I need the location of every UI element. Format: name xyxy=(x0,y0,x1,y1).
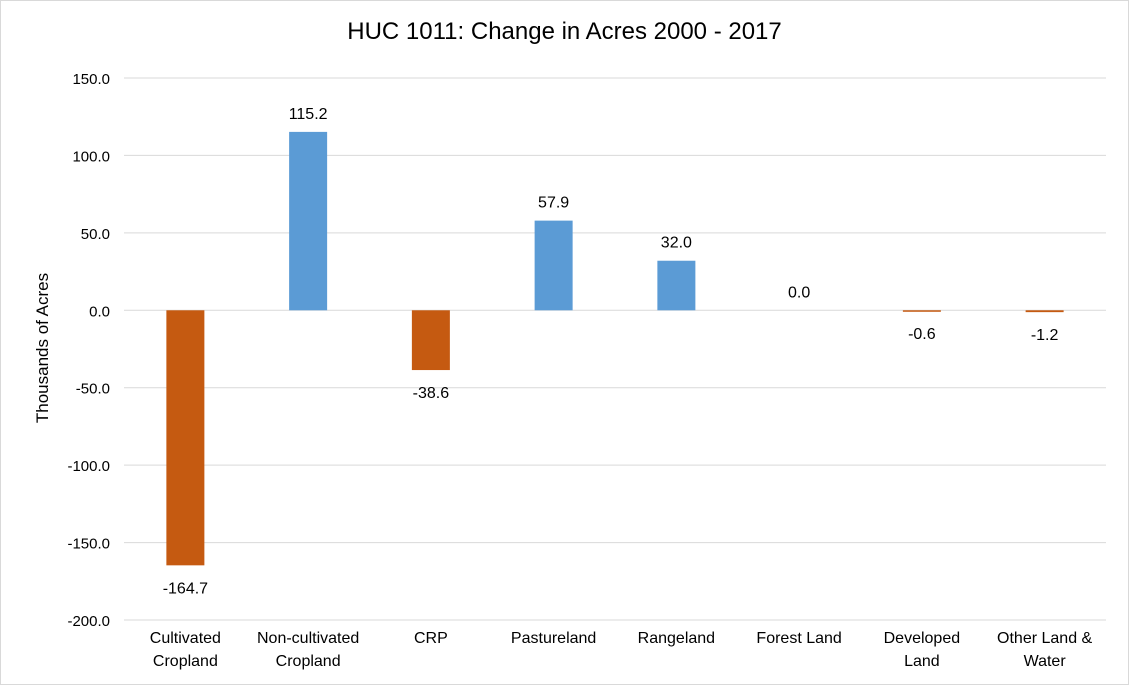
x-tick-label: Non-cultivated xyxy=(257,630,359,647)
x-tick-label: Rangeland xyxy=(638,630,715,647)
x-tick-label: Water xyxy=(1024,653,1067,670)
x-tick-label: Cropland xyxy=(276,653,341,670)
data-label: 57.9 xyxy=(538,195,569,212)
data-label: 32.0 xyxy=(661,235,692,252)
data-label: -0.6 xyxy=(908,326,936,343)
x-tick-label: Forest Land xyxy=(756,630,841,647)
y-tick-label: 50.0 xyxy=(81,226,110,243)
x-tick-label: Cropland xyxy=(153,653,218,670)
bar xyxy=(166,310,205,566)
y-tick-label: 100.0 xyxy=(72,148,110,165)
bar xyxy=(902,310,941,312)
data-label: -38.6 xyxy=(413,385,450,402)
x-tick-label: Other Land & xyxy=(997,630,1093,647)
x-tick-label: Pastureland xyxy=(511,630,596,647)
y-tick-label: -100.0 xyxy=(67,458,110,475)
y-tick-label: -200.0 xyxy=(67,613,110,630)
x-tick-label: Cultivated xyxy=(150,630,221,647)
bar xyxy=(534,220,573,311)
bar xyxy=(411,310,450,371)
y-tick-label: -50.0 xyxy=(76,381,110,398)
bar xyxy=(657,260,696,311)
data-label: 115.2 xyxy=(289,106,328,123)
x-tick-label: Developed xyxy=(884,630,961,647)
x-tick-label: Land xyxy=(904,653,940,670)
bar xyxy=(289,131,328,311)
y-tick-label: 150.0 xyxy=(72,71,110,88)
bar xyxy=(1025,310,1064,313)
x-tick-label: CRP xyxy=(414,630,448,647)
chart-title: HUC 1011: Change in Acres 2000 - 2017 xyxy=(347,18,782,45)
data-label: 0.0 xyxy=(788,284,810,301)
data-label: -1.2 xyxy=(1031,327,1059,344)
y-tick-label: 0.0 xyxy=(89,303,110,320)
y-tick-label: -150.0 xyxy=(67,536,110,553)
data-label: -164.7 xyxy=(163,580,208,597)
